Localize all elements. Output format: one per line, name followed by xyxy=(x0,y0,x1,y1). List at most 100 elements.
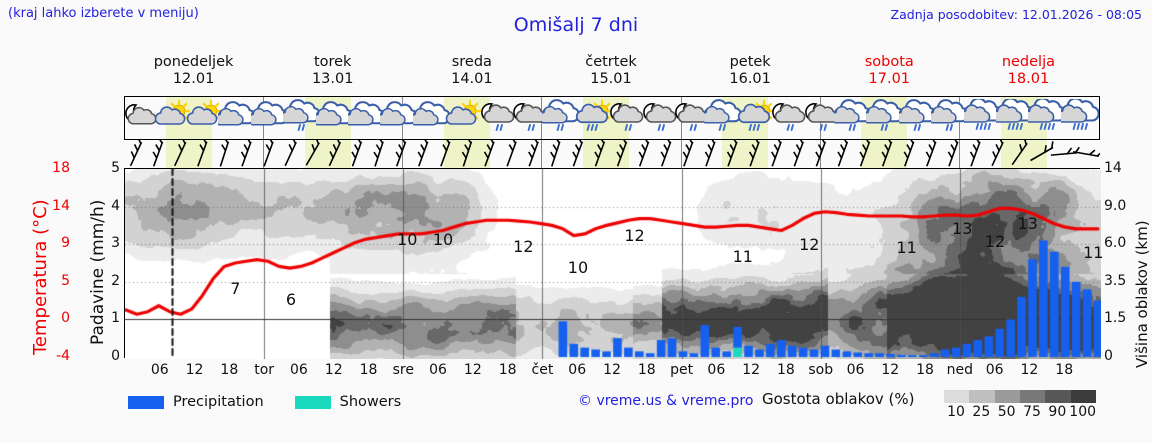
x-tick-12: 12 xyxy=(463,362,482,378)
day-name: petek xyxy=(729,54,771,70)
weather-icon-cloud-heavy-rain xyxy=(959,97,1004,137)
colorbar-segment xyxy=(944,390,970,403)
day-header-petek: petek 16.01 xyxy=(681,54,820,88)
weather-icon-cloud xyxy=(247,99,291,137)
x-tick-12: 12 xyxy=(742,362,761,378)
x-tick-pet: pet xyxy=(670,362,694,378)
colorbar-segment xyxy=(1019,390,1046,403)
axis-tick-label: 14 xyxy=(1104,160,1122,176)
x-tick-06: 06 xyxy=(150,362,169,378)
x-tick-12: 12 xyxy=(603,362,621,378)
day-date: 15.01 xyxy=(590,71,632,87)
showers-swatch xyxy=(294,395,331,409)
temperature-label: 12 xyxy=(624,226,645,246)
temperature-label: 12 xyxy=(513,237,534,257)
x-tick-sre: sre xyxy=(392,362,414,378)
x-tick-18: 18 xyxy=(777,362,795,378)
day-header-torek: torek 13.01 xyxy=(263,54,402,88)
x-tick-tor: tor xyxy=(254,362,275,378)
day-header-četrtek: četrtek 15.01 xyxy=(541,54,680,88)
day-header-sreda: sreda 14.01 xyxy=(402,54,541,88)
axis-tick-label: 1.5 xyxy=(1104,310,1127,327)
weather-icon-cloud xyxy=(409,99,453,137)
x-tick-06: 06 xyxy=(985,362,1004,378)
x-tick-18: 18 xyxy=(220,362,239,378)
x-tick-06: 06 xyxy=(707,362,726,378)
weather-icon-cloud-sun xyxy=(445,99,485,137)
x-tick-18: 18 xyxy=(359,362,378,378)
axis-tick-label: 3.5 xyxy=(1104,272,1127,289)
day-date: 16.01 xyxy=(729,71,771,87)
weather-icon-moon-cloud-rain xyxy=(478,99,518,137)
copyright-link[interactable]: © vreme.us & vreme.pro xyxy=(578,393,754,409)
day-header-nedelja: nedelja 18.01 xyxy=(959,54,1098,88)
day-name: torek xyxy=(313,54,352,70)
wind-barbs xyxy=(129,140,1100,167)
temperature-label: 11 xyxy=(732,247,753,267)
colorbar-segment xyxy=(994,390,1020,403)
axis-tick-label: 9 xyxy=(61,235,70,252)
axis-tick-label: 3 xyxy=(111,235,120,252)
weather-icon-strip xyxy=(124,96,1100,140)
x-tick-sob: sob xyxy=(808,362,834,378)
temperature-label: 10 xyxy=(567,257,589,277)
x-tick-12: 12 xyxy=(185,362,204,378)
axis-tick-label: 0 xyxy=(1104,348,1113,364)
precipitation-legend-label: Precipitation xyxy=(173,394,264,410)
temperature-label: 11 xyxy=(896,238,917,257)
temperature-curve-layer xyxy=(125,169,1101,359)
day-header-ponedeljek: ponedeljek 12.01 xyxy=(124,54,263,88)
weather-icon-moon-cloud-rain xyxy=(640,99,680,137)
weather-icon-cloud-sun xyxy=(154,99,194,137)
colorbar-tick-25: 25 xyxy=(972,404,991,420)
wind-barb-strip xyxy=(124,140,1100,168)
x-tick-12: 12 xyxy=(1020,362,1039,378)
day-date: 17.01 xyxy=(868,71,911,87)
axis-tick-label: -4 xyxy=(56,348,70,364)
colorbar-tick-10: 10 xyxy=(947,404,965,420)
precipitation-legend: Precipitation Showers xyxy=(128,390,401,414)
x-tick-ned: ned xyxy=(946,362,974,378)
weather-icon-cloud-heavy-rain xyxy=(1056,97,1099,137)
colorbar-segment xyxy=(969,390,995,403)
colorbar-tick-90: 90 xyxy=(1048,404,1067,420)
x-tick-18: 18 xyxy=(498,362,517,378)
x-tick-18: 18 xyxy=(916,362,934,378)
axis-tick-label: 2 xyxy=(111,272,120,289)
axis-tick-label: 4 xyxy=(111,197,120,214)
x-tick-06: 06 xyxy=(846,362,865,378)
temperature-label: 6 xyxy=(285,290,296,310)
cloud-density-colorbar xyxy=(944,390,1096,403)
colorbar-tick-50: 50 xyxy=(997,404,1016,420)
x-tick-čet: čet xyxy=(531,362,554,378)
day-name: sobota xyxy=(864,54,914,70)
x-tick-06: 06 xyxy=(568,362,587,378)
weather-icon-cloud-rain xyxy=(830,99,874,137)
axis-tick-label: 18 xyxy=(52,160,70,176)
day-name: nedelja xyxy=(1001,54,1055,70)
temperature-label: 13 xyxy=(1017,214,1038,234)
weather-icon-cloud-rain xyxy=(700,99,744,137)
weather-icon-cloud-sun-rain xyxy=(575,99,615,137)
temperature-label: 10 xyxy=(397,229,418,249)
temperature-label: 7 xyxy=(230,279,241,298)
temperature-label: 11 xyxy=(1083,242,1104,262)
weather-icon-cloud-sun-rain xyxy=(737,99,777,137)
x-tick-06: 06 xyxy=(429,362,447,378)
last-update-text: Zadnja posodobitev: 12.01.2026 - 08:05 xyxy=(890,7,1142,22)
day-name: ponedeljek xyxy=(153,54,234,70)
axis-tick-label: 6.0 xyxy=(1104,235,1127,252)
cloud-density-title: Gostota oblakov (%) xyxy=(762,390,915,408)
weather-icon-cloud-rain xyxy=(895,99,939,137)
day-date: 12.01 xyxy=(172,71,215,87)
day-header-sobota: sobota 17.01 xyxy=(820,54,959,88)
colorbar-tick-100: 100 xyxy=(1069,404,1097,420)
showers-legend-label: Showers xyxy=(339,394,402,410)
axis-tick-label: 5 xyxy=(61,272,70,289)
x-tick-12: 12 xyxy=(881,362,900,378)
axis-tick-label: 5 xyxy=(111,160,120,176)
temperature-label: 12 xyxy=(984,231,1006,251)
temperature-label: 12 xyxy=(799,234,820,254)
colorbar-segment xyxy=(1070,390,1096,403)
weather-icon-cloud-sun xyxy=(186,99,226,137)
